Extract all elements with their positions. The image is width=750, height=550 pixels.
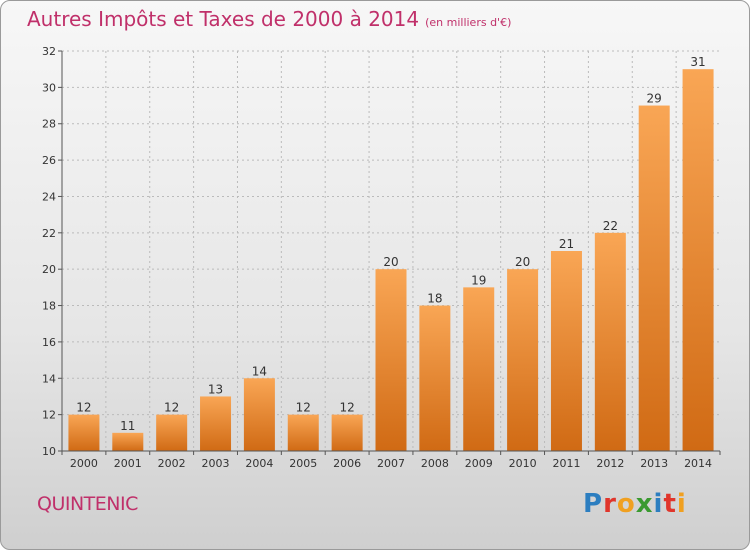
- y-tick-label: 18: [42, 300, 56, 313]
- axes: 10 12 14 16 18 20 22 24 26 28 30 32 2000 2001 2002 2003…: [42, 45, 721, 470]
- y-tick-label: 10: [42, 445, 56, 458]
- data-label: 22: [603, 219, 618, 233]
- data-label: 12: [339, 401, 354, 415]
- brand-letter: o: [616, 489, 636, 519]
- data-label: 18: [427, 292, 442, 306]
- y-tick-label: 22: [42, 227, 56, 240]
- bar: [594, 232, 626, 451]
- y-tick-label: 12: [42, 409, 56, 422]
- data-label: 12: [296, 401, 311, 415]
- y-tick-label: 28: [42, 118, 56, 131]
- y-tick-label: 14: [42, 372, 56, 385]
- data-label: 12: [76, 401, 91, 415]
- x-tick-label: 2006: [333, 457, 361, 470]
- data-label: 20: [515, 255, 530, 269]
- data-label: 21: [559, 237, 574, 251]
- y-tick-label: 24: [42, 190, 56, 203]
- x-tick-label: 2009: [465, 457, 493, 470]
- bar: [463, 287, 495, 451]
- y-tick-label: 16: [42, 336, 56, 349]
- x-tick-label: 2000: [70, 457, 98, 470]
- data-label: 14: [252, 364, 267, 378]
- bar: [507, 269, 539, 451]
- data-label: 20: [383, 255, 398, 269]
- brand-letter: r: [603, 489, 617, 519]
- x-tick-label: 2007: [377, 457, 405, 470]
- bar: [287, 414, 319, 451]
- brand-logo: Proxiti: [583, 489, 687, 519]
- brand-letter: x: [635, 489, 654, 519]
- y-tick-label: 26: [42, 154, 56, 167]
- y-tick-label: 32: [42, 45, 56, 58]
- data-label: 31: [690, 55, 705, 69]
- x-tick-label: 2008: [421, 457, 449, 470]
- bar: [419, 305, 451, 451]
- chart-title: Autres Impôts et Taxes de 2000 à 2014 (en…: [27, 7, 511, 31]
- x-tick-label: 2013: [640, 457, 668, 470]
- bar: [638, 105, 670, 451]
- bar: [112, 432, 144, 451]
- bar: [682, 69, 714, 451]
- bar: [331, 414, 363, 451]
- x-tick-label: 2011: [552, 457, 580, 470]
- bars: [68, 69, 714, 451]
- brand-letter: i: [676, 489, 687, 519]
- data-label: 11: [120, 419, 135, 433]
- y-tick-label: 20: [42, 263, 56, 276]
- x-tick-label: 2014: [684, 457, 712, 470]
- chart-title-text: Autres Impôts et Taxes de 2000 à 2014: [27, 7, 420, 31]
- bar: [243, 378, 275, 451]
- commune-name: QUINTENIC: [37, 493, 138, 515]
- brand-letter: t: [663, 489, 677, 519]
- bar: [200, 396, 232, 451]
- x-tick-label: 2002: [158, 457, 186, 470]
- x-tick-label: 2003: [202, 457, 230, 470]
- bar: [550, 251, 582, 451]
- bar: [68, 414, 100, 451]
- x-tick-label: 2004: [245, 457, 273, 470]
- x-tick-label: 2005: [289, 457, 317, 470]
- data-label: 29: [647, 92, 662, 106]
- y-tick-label: 30: [42, 81, 56, 94]
- data-labels: 12 11 12 13 14 12 12 20 18 19 20 21 22 29 31: [76, 55, 705, 433]
- x-tick-label: 2001: [114, 457, 142, 470]
- bar: [156, 414, 188, 451]
- brand-letter: i: [653, 489, 664, 519]
- bar: [375, 269, 407, 451]
- grid-lines: [62, 50, 720, 451]
- chart-subtitle: (en milliers d'€): [425, 16, 512, 29]
- data-label: 12: [164, 401, 179, 415]
- data-label: 19: [471, 273, 486, 287]
- brand-letter: P: [583, 489, 604, 519]
- x-tick-label: 2010: [509, 457, 537, 470]
- x-tick-label: 2012: [596, 457, 624, 470]
- data-label: 13: [208, 382, 223, 396]
